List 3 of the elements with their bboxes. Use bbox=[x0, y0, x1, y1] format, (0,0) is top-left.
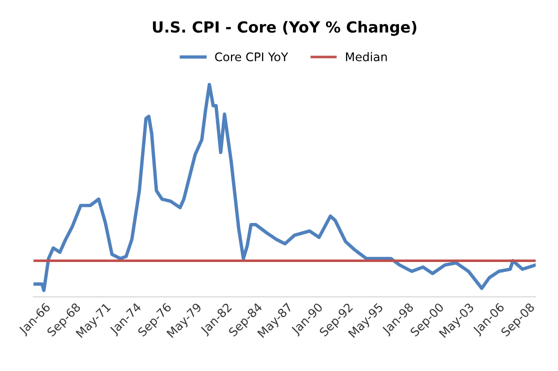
legend-label: Core CPI YoY bbox=[215, 52, 288, 62]
chart-title: U.S. CPI - Core (YoY % Change) bbox=[152, 20, 416, 36]
legend-label: Median bbox=[346, 52, 387, 62]
